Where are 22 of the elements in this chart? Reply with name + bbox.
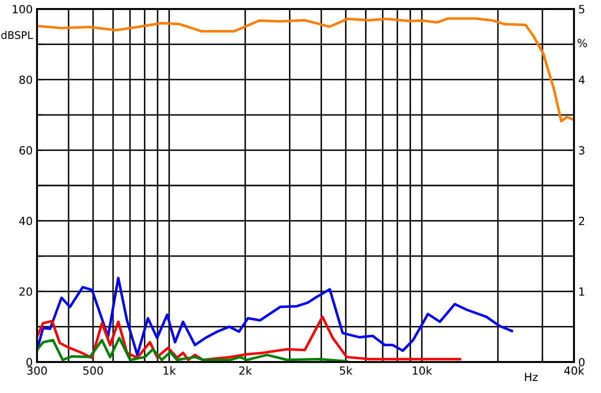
y-tick-label: 20 xyxy=(20,287,32,296)
y2-tick-label: 4 xyxy=(578,76,585,84)
x-axis-title: Hz xyxy=(525,372,538,381)
x-tick-label: 5k xyxy=(340,366,352,375)
y2-tick-label: 5 xyxy=(579,5,584,14)
y-tick-label: 40 xyxy=(19,216,32,226)
x-tick-label: 500 xyxy=(83,366,103,375)
y-tick-label: 80 xyxy=(19,76,32,84)
x-tick-label: 10k xyxy=(412,366,432,375)
y2-axis-title: % xyxy=(578,38,587,48)
y2-tick-label: 2 xyxy=(578,216,584,226)
y-tick-label: 0 xyxy=(26,358,32,366)
x-tick-label: 40k xyxy=(564,366,584,375)
y-tick-label: 60 xyxy=(19,146,32,155)
y2-tick-label: 0 xyxy=(578,358,584,366)
y-tick-label: 100 xyxy=(12,4,32,14)
x-tick-label: 2k xyxy=(239,366,252,375)
y-axis-title: dBSPL xyxy=(1,30,33,40)
y2-tick-label: 3 xyxy=(579,146,584,155)
x-tick-label: 300 xyxy=(27,366,47,375)
x-tick-label: 1k xyxy=(164,366,176,375)
y2-tick-label: 1 xyxy=(579,288,584,296)
